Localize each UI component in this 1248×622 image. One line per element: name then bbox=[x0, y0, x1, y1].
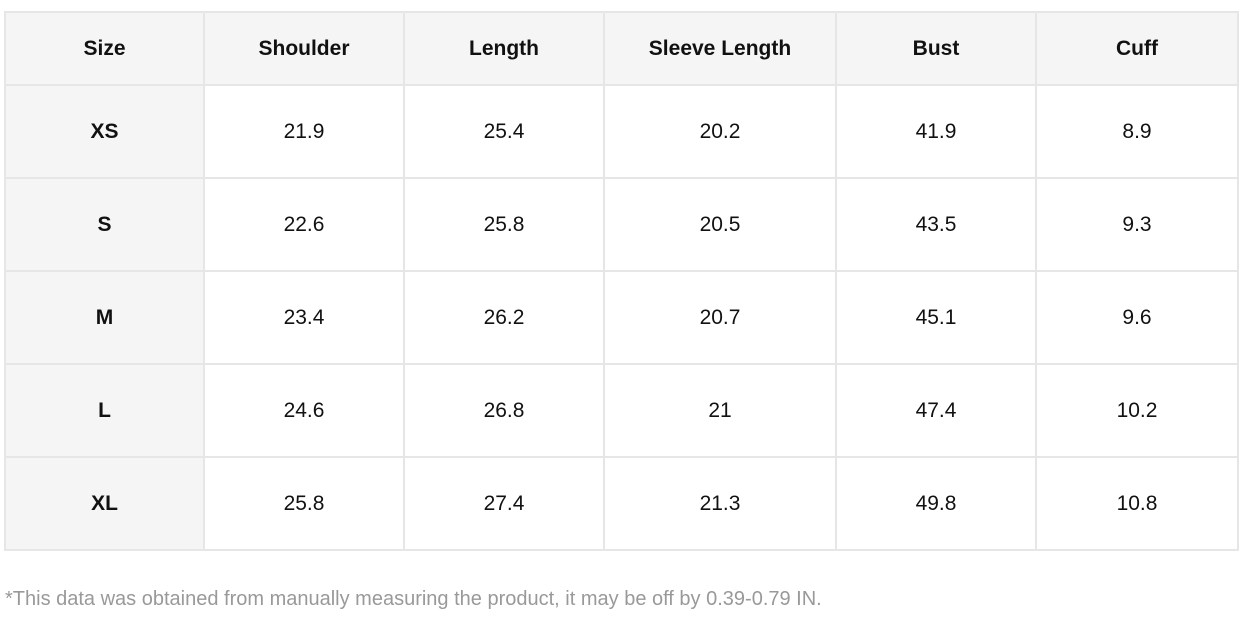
measurement-cell: 25.4 bbox=[403, 84, 605, 179]
measurement-cell: 43.5 bbox=[835, 177, 1037, 272]
size-cell: S bbox=[4, 177, 205, 272]
measurement-cell: 21.3 bbox=[603, 456, 837, 551]
measurement-cell: 8.9 bbox=[1035, 84, 1239, 179]
measurement-cell: 25.8 bbox=[203, 456, 405, 551]
measurement-cell: 22.6 bbox=[203, 177, 405, 272]
measurement-cell: 20.7 bbox=[603, 270, 837, 365]
measurement-cell: 25.8 bbox=[403, 177, 605, 272]
measurement-cell: 20.2 bbox=[603, 84, 837, 179]
size-chart-table: Size Shoulder Length Sleeve Length Bust Cuff … bbox=[4, 11, 1239, 551]
measurement-cell: 20.5 bbox=[603, 177, 837, 272]
size-cell: L bbox=[4, 363, 205, 458]
header-row: Size Shoulder Length Sleeve Length Bust Cuff bbox=[4, 11, 1239, 86]
measurement-cell: 27.4 bbox=[403, 456, 605, 551]
column-header: Length bbox=[403, 11, 605, 86]
size-cell: M bbox=[4, 270, 205, 365]
column-header: Size bbox=[4, 11, 205, 86]
size-cell: XS bbox=[4, 84, 205, 179]
size-cell: XL bbox=[4, 456, 205, 551]
measurement-cell: 26.8 bbox=[403, 363, 605, 458]
measurement-cell: 21.9 bbox=[203, 84, 405, 179]
measurement-cell: 10.2 bbox=[1035, 363, 1239, 458]
column-header: Sleeve Length bbox=[603, 11, 837, 86]
measurement-cell: 45.1 bbox=[835, 270, 1037, 365]
table-row: XL 25.8 27.4 21.3 49.8 10.8 bbox=[4, 456, 1239, 551]
footnote: *This data was obtained from manually me… bbox=[5, 588, 822, 610]
measurement-cell: 23.4 bbox=[203, 270, 405, 365]
measurement-cell: 9.3 bbox=[1035, 177, 1239, 272]
column-header: Shoulder bbox=[203, 11, 405, 86]
column-header: Bust bbox=[835, 11, 1037, 86]
table-row: XS 21.9 25.4 20.2 41.9 8.9 bbox=[4, 84, 1239, 179]
measurement-cell: 24.6 bbox=[203, 363, 405, 458]
measurement-cell: 9.6 bbox=[1035, 270, 1239, 365]
measurement-cell: 49.8 bbox=[835, 456, 1037, 551]
measurement-cell: 41.9 bbox=[835, 84, 1037, 179]
measurement-cell: 21 bbox=[603, 363, 837, 458]
measurement-cell: 47.4 bbox=[835, 363, 1037, 458]
table-row: M 23.4 26.2 20.7 45.1 9.6 bbox=[4, 270, 1239, 365]
measurement-cell: 26.2 bbox=[403, 270, 605, 365]
measurement-cell: 10.8 bbox=[1035, 456, 1239, 551]
table-row: S 22.6 25.8 20.5 43.5 9.3 bbox=[4, 177, 1239, 272]
table-row: L 24.6 26.8 21 47.4 10.2 bbox=[4, 363, 1239, 458]
column-header: Cuff bbox=[1035, 11, 1239, 86]
